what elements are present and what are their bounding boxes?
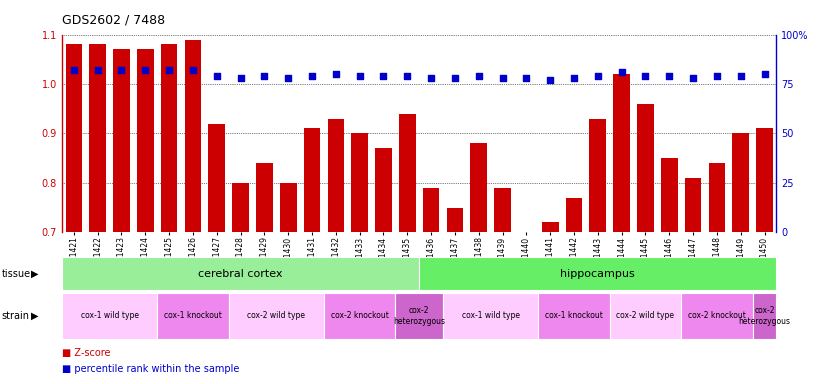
Point [734, 73, 748, 79]
Bar [89, 45, 106, 232]
Bar [423, 188, 439, 232]
Bar [610, 293, 681, 339]
Text: cox-1 knockout: cox-1 knockout [545, 311, 603, 320]
Point [163, 67, 176, 73]
Point [686, 75, 700, 81]
Bar [351, 134, 368, 232]
Bar [470, 143, 487, 232]
Bar [443, 293, 539, 339]
Text: cox-2 wild type: cox-2 wild type [247, 311, 306, 320]
Bar [542, 222, 558, 232]
Bar [709, 163, 725, 232]
Bar [324, 293, 396, 339]
Point [258, 73, 271, 79]
Point [139, 67, 152, 73]
Text: hippocampus: hippocampus [561, 268, 635, 279]
Point [758, 71, 771, 77]
Bar [157, 293, 229, 339]
Point [330, 71, 343, 77]
Text: cox-2 knockout: cox-2 knockout [330, 311, 388, 320]
Point [353, 73, 366, 79]
Bar [229, 293, 324, 339]
Bar [685, 178, 701, 232]
Text: cox-2 knockout: cox-2 knockout [688, 311, 746, 320]
Text: cox-2
heterozygous: cox-2 heterozygous [738, 306, 790, 326]
Bar [681, 293, 752, 339]
Text: ▶: ▶ [31, 268, 39, 279]
Text: cox-2 wild type: cox-2 wild type [616, 311, 675, 320]
Bar [184, 40, 202, 232]
Point [425, 75, 438, 81]
Text: cerebral cortex: cerebral cortex [198, 268, 282, 279]
Text: cox-1 wild type: cox-1 wild type [81, 311, 139, 320]
Point [306, 73, 319, 79]
Bar [256, 163, 273, 232]
Bar [752, 293, 776, 339]
Text: cox-1 knockout: cox-1 knockout [164, 311, 222, 320]
Bar [590, 119, 606, 232]
Bar [208, 124, 225, 232]
Point [401, 73, 414, 79]
Bar [733, 134, 749, 232]
Bar [447, 208, 463, 232]
Point [91, 67, 104, 73]
Text: GDS2602 / 7488: GDS2602 / 7488 [62, 13, 165, 26]
Text: cox-2
heterozygous: cox-2 heterozygous [393, 306, 445, 326]
Point [67, 67, 80, 73]
Bar [637, 104, 654, 232]
Bar [419, 257, 776, 290]
Bar [756, 129, 773, 232]
Point [282, 75, 295, 81]
Point [377, 73, 390, 79]
Point [187, 67, 200, 73]
Point [449, 75, 462, 81]
Bar [494, 188, 511, 232]
Text: tissue: tissue [2, 268, 31, 279]
Point [567, 75, 581, 81]
Bar [280, 183, 297, 232]
Point [710, 73, 724, 79]
Bar [232, 183, 249, 232]
Bar [399, 114, 415, 232]
Point [210, 73, 223, 79]
Bar [613, 74, 630, 232]
Point [591, 73, 605, 79]
Bar [62, 257, 419, 290]
Text: cox-1 wild type: cox-1 wild type [462, 311, 520, 320]
Point [638, 73, 652, 79]
Bar [137, 50, 154, 232]
Point [544, 77, 557, 83]
Bar [161, 45, 178, 232]
Bar [539, 293, 610, 339]
Bar [65, 45, 83, 232]
Bar [62, 293, 157, 339]
Point [234, 75, 247, 81]
Point [472, 73, 486, 79]
Bar [113, 50, 130, 232]
Point [115, 67, 128, 73]
Point [615, 69, 629, 75]
Text: ▶: ▶ [31, 311, 39, 321]
Bar [304, 129, 320, 232]
Text: ■ Z-score: ■ Z-score [62, 348, 111, 358]
Bar [375, 148, 392, 232]
Text: ■ percentile rank within the sample: ■ percentile rank within the sample [62, 364, 240, 374]
Bar [661, 158, 677, 232]
Text: strain: strain [2, 311, 30, 321]
Point [520, 75, 533, 81]
Bar [327, 119, 344, 232]
Point [496, 75, 509, 81]
Bar [396, 293, 443, 339]
Bar [566, 198, 582, 232]
Point [662, 73, 676, 79]
